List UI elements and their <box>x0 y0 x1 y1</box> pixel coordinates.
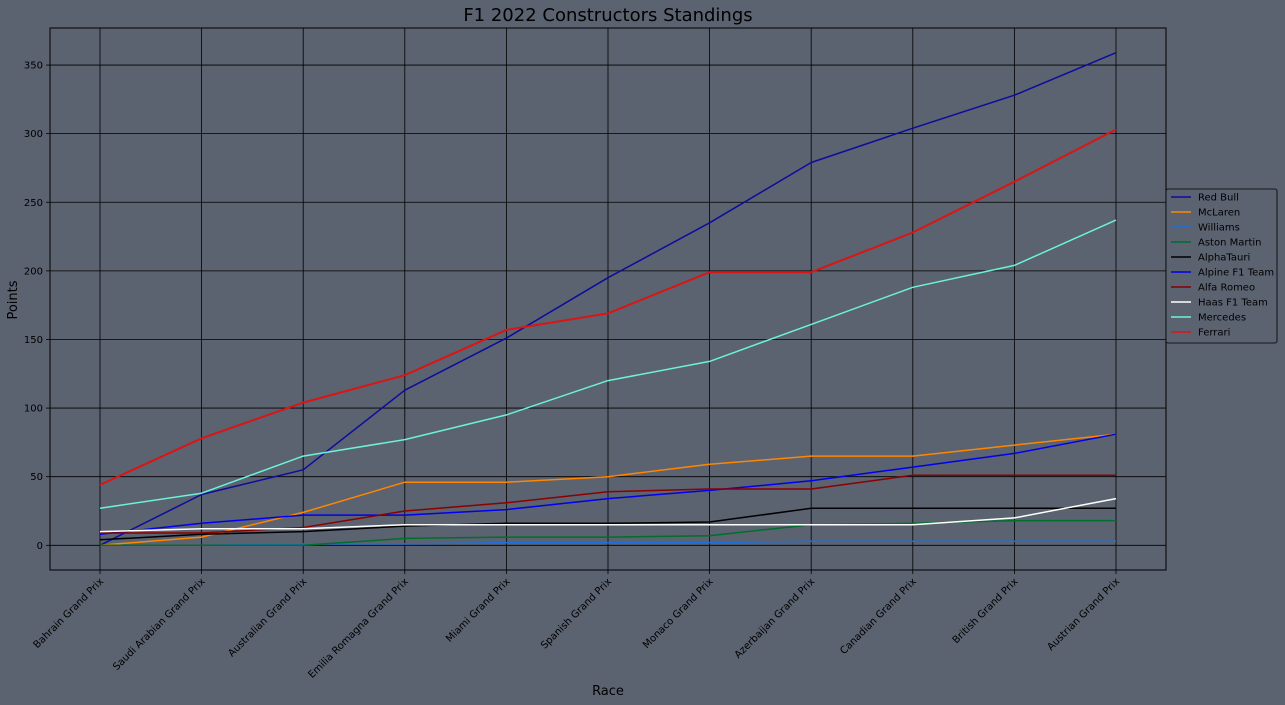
chart-title: F1 2022 Constructors Standings <box>463 5 752 26</box>
y-tick-label: 150 <box>24 335 43 346</box>
y-tick-label: 0 <box>37 541 43 552</box>
x-tick-label: British Grand Prix <box>951 576 1021 646</box>
legend-label-mercedes: Mercedes <box>1198 313 1246 324</box>
series-line-red-bull <box>99 52 1117 546</box>
series-line-alpine-f1-team <box>99 433 1117 536</box>
series-line-haas-f1-team <box>99 497 1117 533</box>
legend-label-alpine-f1-team: Alpine F1 Team <box>1198 268 1274 279</box>
y-axis-label: Points <box>6 280 21 319</box>
x-tick-label: Spanish Grand Prix <box>539 576 614 651</box>
y-tick-label: 350 <box>24 61 43 72</box>
plot-area: Bahrain Grand Prix Saudi Arabian Grand Pr… <box>24 27 1167 681</box>
y-tick-label: 100 <box>24 404 43 415</box>
series-line-mclaren <box>99 433 1117 547</box>
x-tick-label: Monaco Grand Prix <box>641 576 716 651</box>
series-line-ferrari <box>99 128 1117 486</box>
y-tick-label: 250 <box>24 198 43 209</box>
x-tick-label: Australian Grand Prix <box>226 576 309 659</box>
y-tick-label: 300 <box>24 129 43 140</box>
x-tick-label: Emilia Romagna Grand Prix <box>306 576 410 680</box>
legend-label-red-bull: Red Bull <box>1198 193 1239 204</box>
x-tick-label: Azerbaijan Grand Prix <box>733 576 818 661</box>
legend-label-aston-martin: Aston Martin <box>1198 238 1262 249</box>
x-tick-label: Austrian Grand Prix <box>1045 576 1122 653</box>
legend-label-williams: Williams <box>1198 223 1240 234</box>
legend-label-mclaren: McLaren <box>1198 208 1240 219</box>
y-tick-label: 50 <box>30 472 43 483</box>
series-line-alphatauri <box>99 507 1116 541</box>
x-tick-label: Bahrain Grand Prix <box>32 576 107 651</box>
legend-label-alfa-romeo: Alfa Romeo <box>1198 283 1255 294</box>
legend-label-ferrari: Ferrari <box>1198 328 1230 339</box>
legend-box <box>1165 188 1278 344</box>
x-axis-label: Race <box>592 684 624 699</box>
series-line-williams <box>100 540 1116 547</box>
x-tick-label: Miami Grand Prix <box>444 576 512 644</box>
legend-label-haas-f1-team: Haas F1 Team <box>1198 298 1268 309</box>
x-tick-label: Canadian Grand Prix <box>838 576 919 657</box>
legend-label-alphatauri: AlphaTauri <box>1198 253 1250 264</box>
x-tick-label: Saudi Arabian Grand Prix <box>111 576 208 673</box>
series-line-mercedes <box>99 219 1117 510</box>
y-tick-label: 200 <box>24 266 43 277</box>
legend: Red Bull McLaren Williams Aston Martin Alpha… <box>1165 188 1278 344</box>
